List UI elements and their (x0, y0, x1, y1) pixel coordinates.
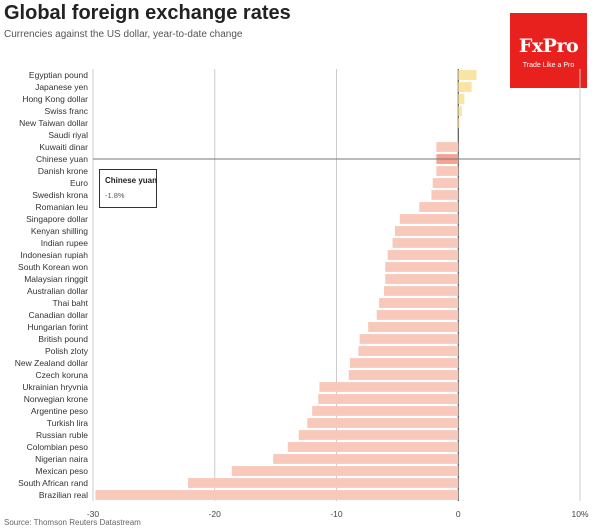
x-tick-label: -10 (330, 509, 343, 519)
fxpro-logo: FxPro Trade Like a Pro (510, 13, 587, 88)
bar[interactable] (383, 286, 459, 296)
bar[interactable] (394, 226, 459, 236)
gridlines (92, 69, 581, 501)
category-label: Thai baht (53, 298, 89, 308)
category-label: Chinese yuan (36, 154, 88, 164)
bar[interactable] (436, 142, 459, 152)
category-label: New Zealand dollar (15, 358, 88, 368)
category-label: South Korean won (18, 262, 88, 272)
x-tick-label: 10% (571, 509, 588, 519)
bar[interactable] (348, 370, 459, 380)
tooltip-value: -1.8% (105, 191, 125, 200)
category-label: Swedish krona (32, 190, 88, 200)
bar[interactable] (358, 346, 459, 356)
category-label: Ukrainian hryvnia (22, 382, 88, 392)
bar[interactable] (431, 190, 459, 200)
bar[interactable] (387, 250, 459, 260)
bar[interactable] (379, 298, 459, 308)
category-label: Hong Kong dollar (22, 94, 88, 104)
x-tick-label: 0 (456, 509, 461, 519)
category-label: Malaysian ringgit (24, 274, 88, 284)
category-label: Mexican peso (36, 466, 89, 476)
category-label: Norwegian krone (24, 394, 89, 404)
bar[interactable] (436, 166, 459, 176)
category-label: Australian dollar (27, 286, 88, 296)
bar[interactable] (392, 238, 459, 248)
bar[interactable] (359, 334, 459, 344)
bar[interactable] (399, 214, 459, 224)
category-label: Danish krone (38, 166, 88, 176)
category-label: British pound (38, 334, 88, 344)
x-tick-label: -30 (87, 509, 100, 519)
category-label: Indian rupee (41, 238, 89, 248)
x-axis: -30 -20 -10 0 10% (87, 158, 589, 519)
category-labels: Egyptian pound Japanese yen Hong Kong doll… (15, 70, 89, 500)
bar[interactable] (458, 118, 460, 128)
chart-subtitle: Currencies against the US dollar, year-t… (4, 29, 243, 40)
category-label: Kenyan shilling (31, 226, 88, 236)
category-label: New Taiwan dollar (19, 118, 88, 128)
category-label: South African rand (18, 478, 88, 488)
category-label: Kuwaiti dinar (39, 142, 88, 152)
bar[interactable] (287, 442, 459, 452)
bar[interactable] (95, 490, 459, 500)
bar[interactable] (273, 454, 459, 464)
chart-title: Global foreign exchange rates (4, 2, 291, 24)
category-label: Polish zloty (45, 346, 89, 356)
bar[interactable] (385, 274, 459, 284)
bar[interactable] (419, 202, 459, 212)
category-label: Euro (70, 178, 88, 188)
category-label: Singapore dollar (26, 214, 88, 224)
category-label: Romanian leu (36, 202, 89, 212)
bar[interactable] (432, 178, 459, 188)
category-label: Indonesian rupiah (20, 250, 88, 260)
bar[interactable] (458, 106, 462, 116)
category-label: Hungarian forint (28, 322, 89, 332)
category-label: Canadian dollar (28, 310, 88, 320)
source-note: Source: Thomson Reuters Datastream (4, 518, 141, 527)
bars (95, 70, 477, 500)
category-label: Swiss franc (45, 106, 89, 116)
bar[interactable] (368, 322, 459, 332)
x-tick-label: -20 (209, 509, 222, 519)
category-label: Brazilian real (39, 490, 88, 500)
category-label: Russian ruble (36, 430, 88, 440)
category-label: Egyptian pound (29, 70, 88, 80)
category-label: Czech koruna (36, 370, 89, 380)
category-label: Turkish lira (47, 418, 89, 428)
logo-tagline: Trade Like a Pro (522, 62, 575, 69)
category-label: Nigerian naira (35, 454, 88, 464)
hover-tooltip: Chinese yuan -1.8% (99, 169, 157, 208)
tooltip-label: Chinese yuan (105, 176, 158, 185)
bar[interactable] (458, 82, 472, 92)
bar[interactable] (385, 262, 459, 272)
category-label: Argentine peso (31, 406, 88, 416)
logo-wordmark: FxPro (518, 35, 579, 57)
bar[interactable] (307, 418, 459, 428)
bar[interactable] (376, 310, 459, 320)
bar[interactable] (298, 430, 459, 440)
bar[interactable] (318, 394, 459, 404)
bar[interactable] (231, 466, 459, 476)
bar[interactable] (319, 382, 459, 392)
category-label: Colombian peso (27, 442, 89, 452)
bar[interactable] (187, 478, 459, 488)
category-label: Japanese yen (35, 82, 88, 92)
bar[interactable] (312, 406, 459, 416)
category-label: Saudi riyal (48, 130, 88, 140)
bar[interactable] (458, 70, 477, 80)
bar[interactable] (458, 94, 465, 104)
bar[interactable] (349, 358, 459, 368)
